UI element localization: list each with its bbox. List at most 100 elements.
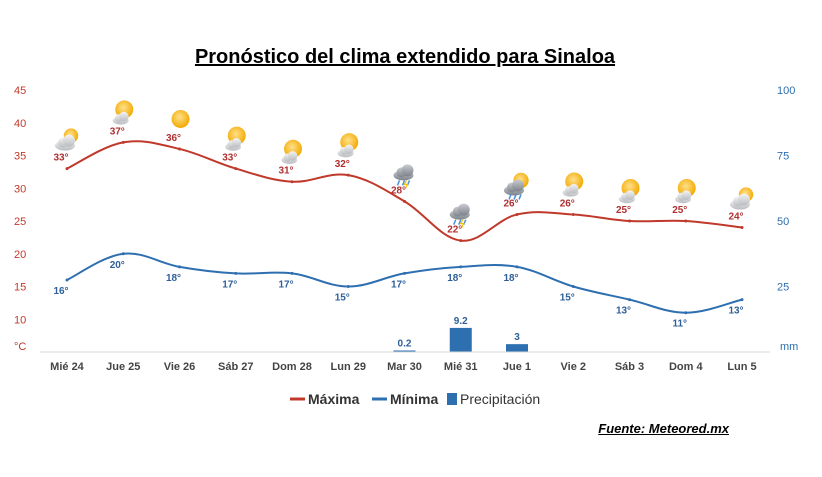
- x-tick-label: Dom 28: [272, 361, 312, 373]
- max-temp-label: 37°: [110, 126, 125, 137]
- sun-cloud-icon: [225, 126, 246, 151]
- y-tick-left: 20: [14, 249, 26, 261]
- sun-cloud-icon: [112, 100, 134, 125]
- max-temp-point: [178, 147, 181, 151]
- max-temp-point: [65, 167, 69, 171]
- precip-label: 9.2: [454, 316, 468, 327]
- min-temp-label: 18°: [503, 273, 518, 284]
- y-tick-left: 15: [14, 282, 26, 294]
- max-temp-point: [571, 212, 575, 216]
- min-temp-point: [571, 285, 575, 288]
- y-unit-right: mm: [780, 341, 798, 353]
- x-tick-label: Vie 26: [164, 361, 196, 373]
- x-tick-label: Lun 5: [727, 361, 756, 373]
- precip-bar: [449, 327, 472, 352]
- y-tick-left: 10: [14, 314, 26, 326]
- sun-cloud-icon: [562, 172, 584, 197]
- y-tick-right: 25: [777, 282, 789, 294]
- precip-label: 3: [514, 332, 520, 343]
- x-tick-label: Mié 31: [444, 361, 478, 373]
- min-temp-point: [234, 271, 238, 275]
- sun-cloud-icon: [337, 133, 359, 158]
- min-temp-point: [684, 311, 688, 315]
- max-temp-point: [684, 219, 688, 223]
- min-temp-label: 18°: [166, 273, 181, 284]
- y-tick-left: 30: [14, 183, 26, 195]
- min-temp-point: [403, 271, 406, 275]
- legend-label: Mínima: [390, 391, 438, 407]
- max-temp-label: 25°: [672, 205, 687, 216]
- min-temp-point: [628, 298, 631, 302]
- legend-min[interactable]: Mínima: [372, 391, 438, 407]
- sun-rain-icon: [504, 172, 529, 200]
- x-tick-label: Mar 30: [387, 361, 422, 373]
- max-temp-label: 28°: [391, 185, 406, 196]
- min-temp-point: [346, 285, 350, 288]
- min-temp-point: [290, 271, 294, 275]
- x-tick-label: Vie 2: [561, 361, 587, 373]
- x-tick-label: Sáb 27: [218, 361, 253, 373]
- min-temp-point: [515, 265, 519, 269]
- y-tick-right: 50: [777, 216, 789, 228]
- min-temp-label: 15°: [335, 293, 350, 304]
- min-temp-label: 13°: [728, 306, 743, 317]
- max-temp-point: [740, 226, 744, 230]
- y-tick-left: 35: [14, 151, 26, 163]
- min-temp-point: [459, 265, 463, 269]
- x-tick-label: Dom 4: [669, 361, 704, 373]
- min-temp-label: 17°: [222, 279, 237, 290]
- sun-cloud-icon: [281, 139, 302, 164]
- legend-label: Precipitación: [460, 391, 540, 407]
- max-temp-point: [628, 219, 631, 223]
- y-tick-right: 100: [777, 85, 795, 97]
- legend-swatch: [447, 393, 457, 405]
- x-tick-label: Sáb 3: [615, 361, 644, 373]
- max-temp-point: [515, 212, 519, 216]
- max-temp-label: 22°: [447, 225, 462, 236]
- max-temp-label: 31°: [278, 166, 293, 177]
- max-temp-point: [346, 173, 350, 177]
- min-temp-label: 18°: [447, 273, 462, 284]
- max-temp-point: [121, 140, 125, 144]
- max-temp-point: [234, 167, 238, 171]
- source-note: Fuente: Meteored.mx: [598, 421, 729, 436]
- max-temp-point: [290, 180, 294, 184]
- x-tick-label: Lun 29: [331, 361, 366, 373]
- legend-max[interactable]: Máxima: [290, 391, 360, 407]
- precip-bar: [506, 344, 528, 352]
- min-temp-label: 20°: [110, 260, 125, 271]
- y-tick-left: 45: [14, 85, 26, 97]
- max-temp-label: 24°: [728, 212, 743, 223]
- max-temp-point: [459, 239, 463, 243]
- max-temp-label: 25°: [616, 205, 631, 216]
- legend-label: Máxima: [308, 391, 360, 407]
- min-temp-point: [121, 252, 125, 256]
- y-tick-right: 75: [777, 151, 789, 163]
- sun-cloud-icon: [675, 179, 696, 204]
- chart-title: Pronóstico del clima extendido para Sina…: [194, 46, 616, 68]
- y-tick-left: 40: [14, 118, 26, 130]
- x-tick-label: Jue 1: [503, 361, 531, 373]
- min-temp-label: 17°: [391, 279, 406, 290]
- sun-cloud-icon: [618, 179, 640, 204]
- min-temp-point: [65, 278, 69, 282]
- max-temp-label: 33°: [53, 153, 68, 164]
- precip-label: 0.2: [398, 339, 412, 350]
- partly-cloudy-icon: [55, 128, 79, 151]
- y-unit-left: °C: [14, 341, 26, 353]
- min-temp-label: 11°: [672, 319, 687, 330]
- min-temp-point: [178, 265, 181, 269]
- max-temp-label: 32°: [335, 159, 350, 170]
- min-temp-label: 16°: [53, 286, 68, 297]
- x-tick-label: Mié 24: [50, 361, 85, 373]
- min-temp-point: [740, 298, 744, 302]
- max-temp-label: 26°: [560, 198, 575, 209]
- sun-icon: [171, 109, 190, 128]
- storm-cloud-icon: [449, 203, 470, 228]
- min-temp-label: 13°: [616, 306, 631, 317]
- legend-precip[interactable]: Precipitación: [447, 391, 540, 407]
- y-tick-left: 25: [14, 216, 26, 228]
- max-temp-point: [403, 199, 406, 203]
- min-temp-label: 17°: [278, 279, 293, 290]
